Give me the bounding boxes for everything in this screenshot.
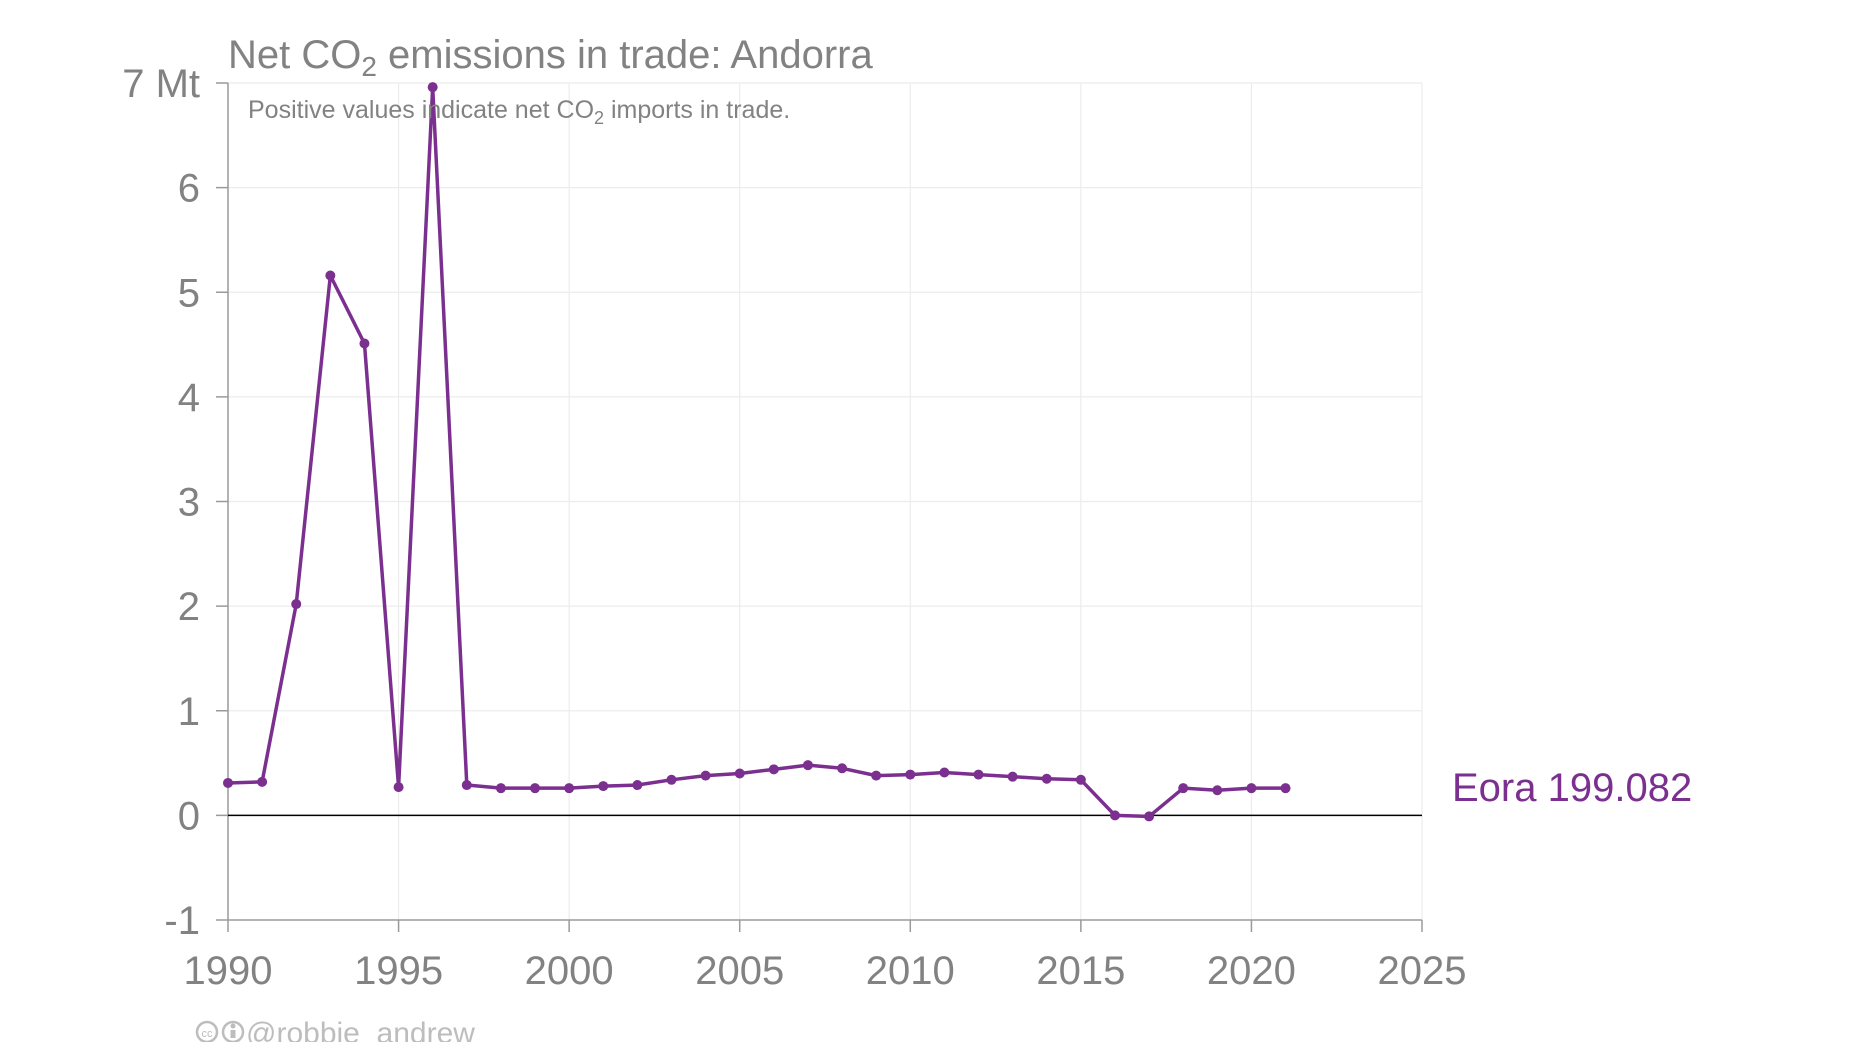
data-point-2005: [734, 768, 745, 779]
x-tick-label: 1995: [354, 949, 443, 993]
data-point-2008: [837, 763, 848, 774]
data-point-2014: [1041, 773, 1052, 784]
data-point-2018: [1178, 783, 1189, 794]
subtitle-subscript: 2: [594, 108, 604, 128]
y-tick-label: 5: [178, 271, 200, 315]
data-point-1991: [257, 776, 268, 787]
data-point-2011: [939, 767, 950, 778]
data-point-2021: [1280, 783, 1291, 794]
svg-text:cc: cc: [202, 1028, 214, 1040]
y-tick-label: 2: [178, 585, 200, 629]
y-tick-label: 1: [178, 690, 200, 734]
data-point-2002: [632, 780, 643, 791]
chart-title: Net CO2 emissions in trade: Andorra: [228, 33, 873, 82]
credit: cc @robbie_andrew: [195, 1017, 475, 1042]
data-point-2003: [666, 774, 677, 785]
data-point-2010: [905, 769, 916, 780]
x-tick-label: 2005: [695, 949, 784, 993]
data-point-2006: [768, 764, 779, 775]
data-point-1999: [530, 783, 541, 794]
x-axis-ticks: 1990 1995 2000 2005 2010 2015 2020 2025: [184, 920, 1467, 993]
data-point-2000: [564, 783, 575, 794]
y-tick-label: 7 Mt: [122, 62, 200, 106]
x-tick-label: 2000: [525, 949, 614, 993]
series-layer: Eora 199.082: [223, 82, 1692, 822]
data-point-2019: [1212, 785, 1223, 796]
data-point-1992: [291, 599, 302, 610]
x-tick-label: 2020: [1207, 949, 1296, 993]
data-point-2007: [802, 760, 813, 771]
data-point-2009: [871, 770, 882, 781]
data-point-1994: [359, 338, 370, 349]
x-tick-label: 1990: [184, 949, 273, 993]
data-point-1997: [461, 780, 472, 791]
series-line: [227, 85, 1286, 819]
y-axis-ticks: -1 0 1 2 3 4 5 6 7 Mt: [122, 62, 228, 943]
data-point-2017: [1144, 811, 1155, 822]
x-tick-label: 2025: [1378, 949, 1467, 993]
data-point-2016: [1109, 810, 1120, 821]
chart-subtitle: Positive values indicate net CO2 imports…: [248, 96, 790, 128]
data-point-2012: [973, 769, 984, 780]
x-tick-label: 2010: [866, 949, 955, 993]
data-point-1998: [495, 783, 506, 794]
y-tick-label: -1: [164, 899, 200, 943]
data-point-2015: [1075, 774, 1086, 785]
title-subscript: 2: [361, 51, 377, 82]
data-point-2013: [1007, 771, 1018, 782]
y-tick-label: 3: [178, 481, 200, 525]
cc-by-icon: cc: [195, 1020, 245, 1042]
x-tick-label: 2015: [1036, 949, 1125, 993]
grid: [228, 82, 1423, 920]
data-point-1993: [325, 270, 336, 281]
data-point-2004: [700, 770, 711, 781]
y-tick-label: 0: [178, 794, 200, 838]
data-point-2020: [1246, 783, 1257, 794]
data-point-1995: [393, 782, 404, 793]
y-tick-label: 4: [178, 376, 200, 420]
credit-text: @robbie_andrew: [246, 1017, 475, 1042]
data-point-1996: [427, 82, 438, 93]
data-point-2001: [598, 781, 609, 792]
series-label: Eora 199.082: [1452, 766, 1692, 810]
y-tick-label: 6: [178, 167, 200, 211]
data-point-1990: [223, 777, 233, 788]
